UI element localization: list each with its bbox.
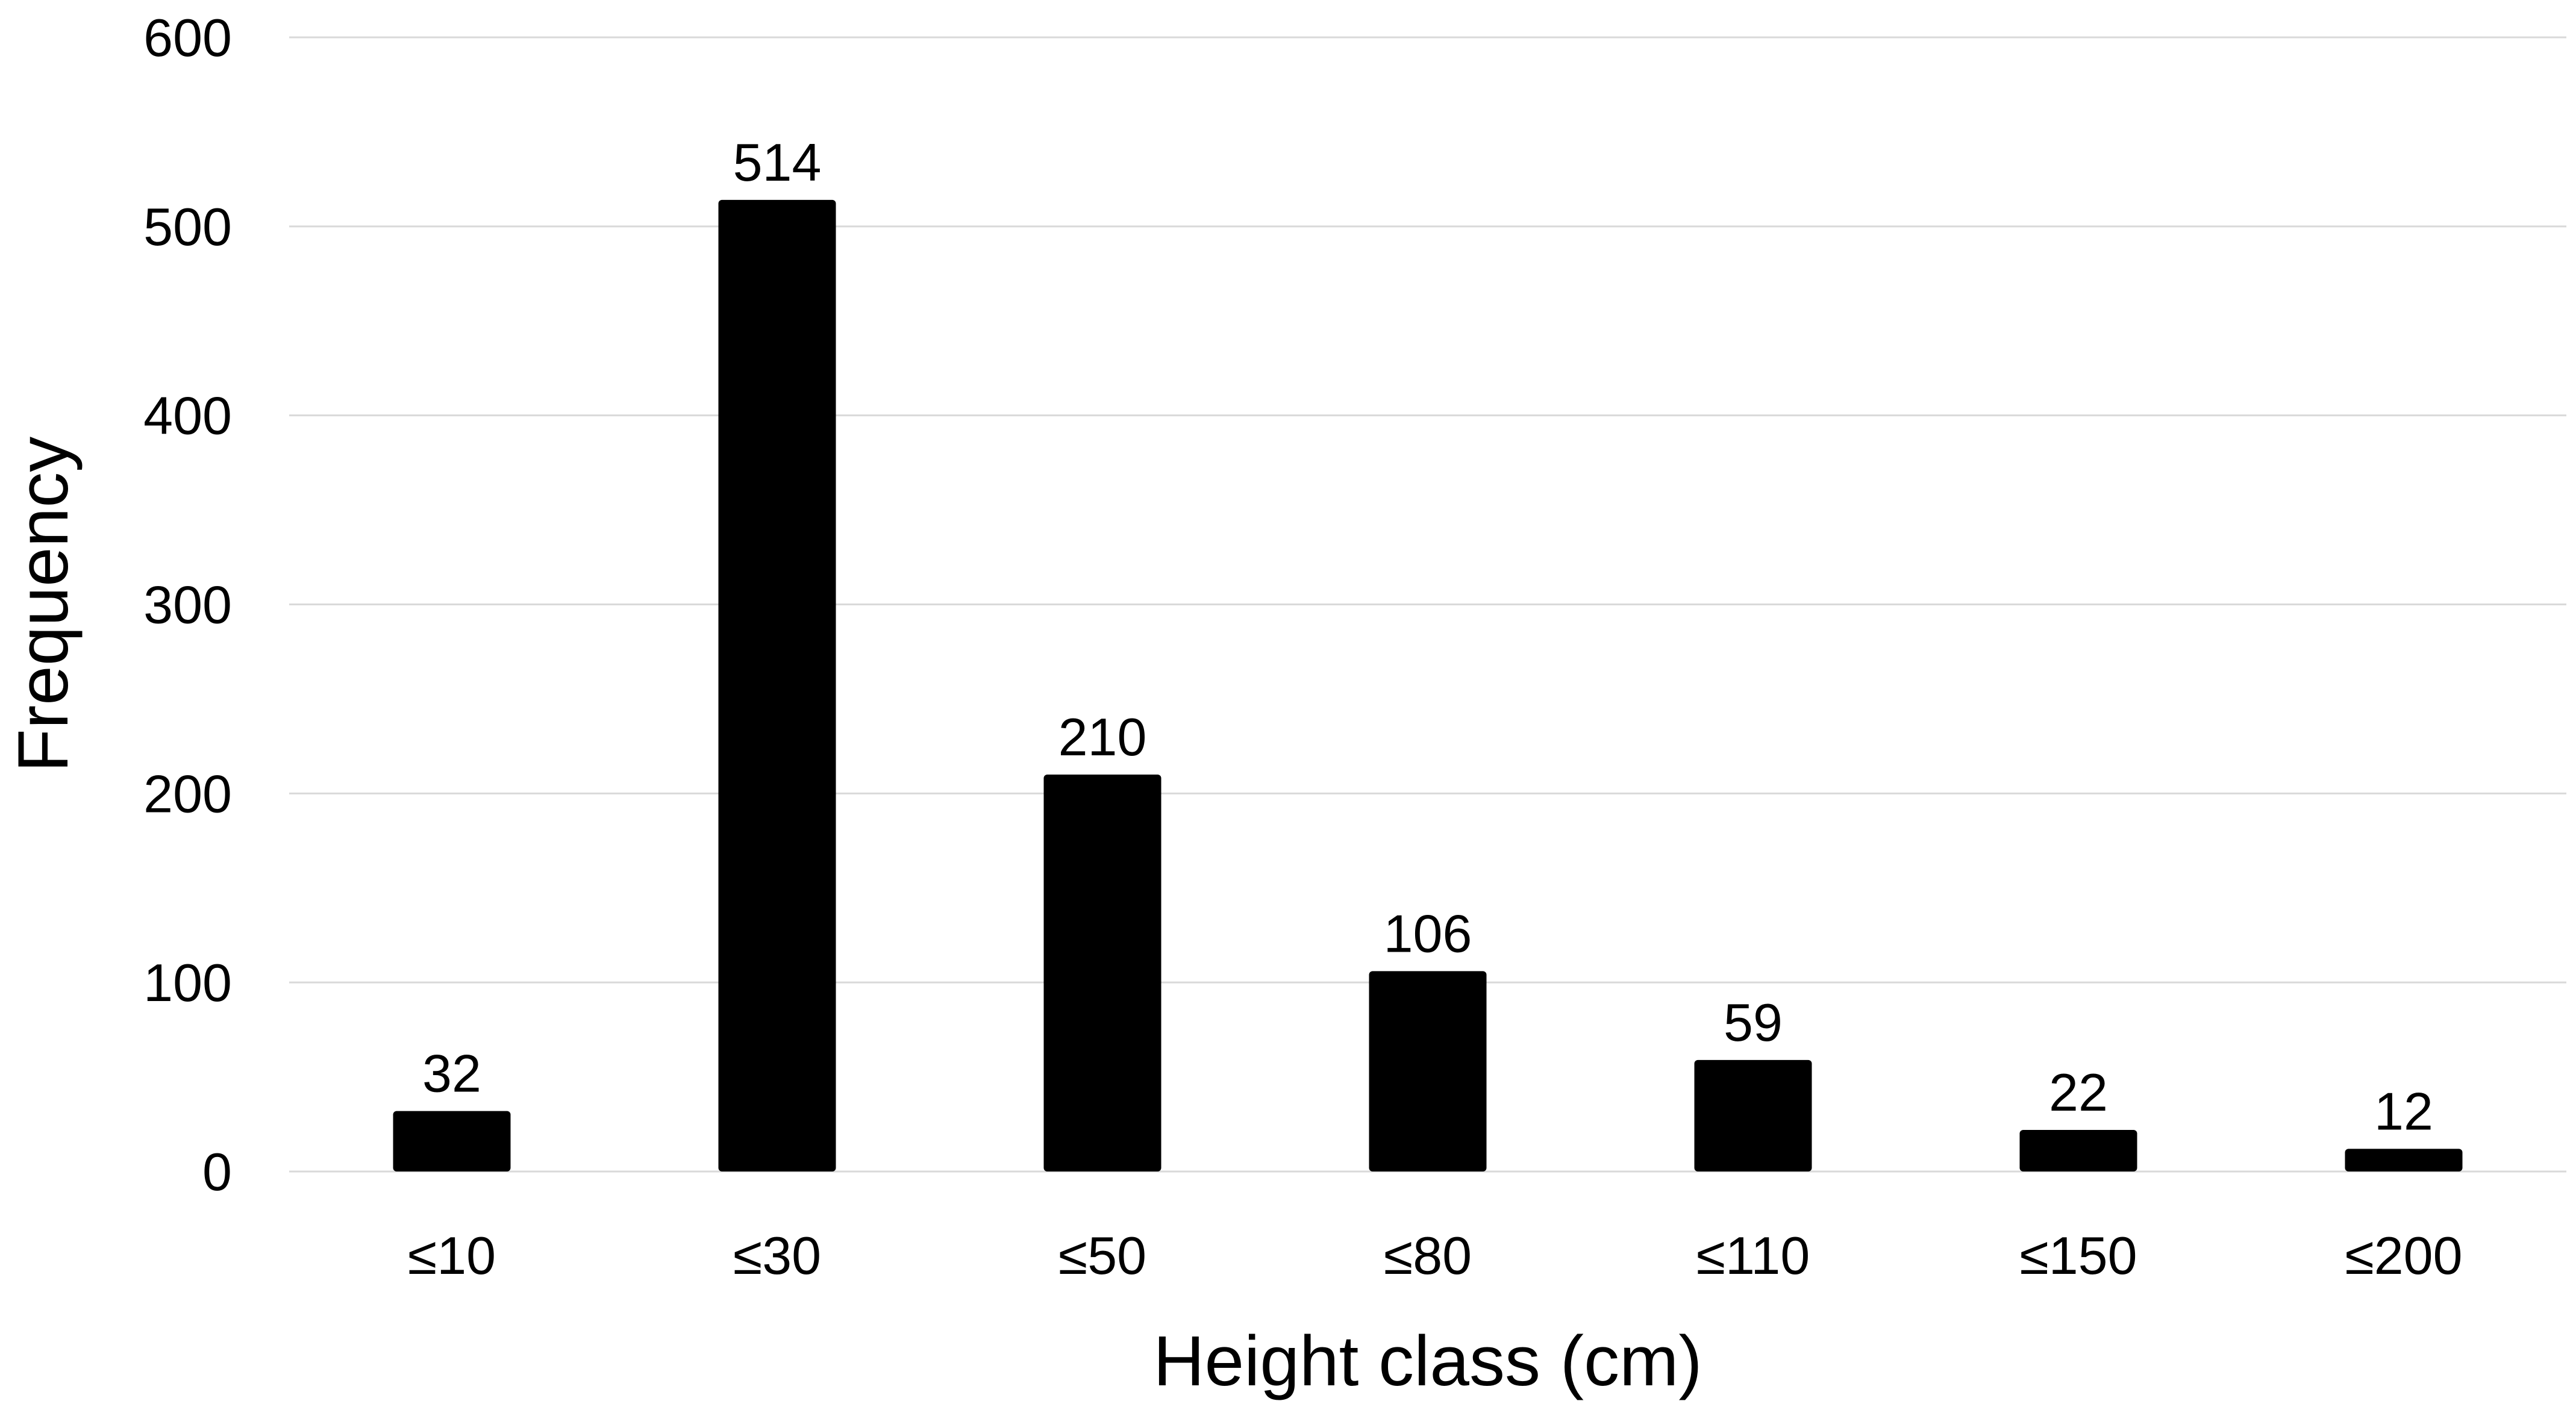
x-tick-label: ≤110 [1696, 1226, 1810, 1285]
x-tick-label: ≤50 [1058, 1226, 1146, 1285]
bar [2345, 1149, 2463, 1171]
gridlines [289, 36, 2566, 1173]
x-tick-label: ≤10 [408, 1226, 496, 1285]
bar-value-label: 106 [1384, 903, 1472, 963]
bar [2019, 1129, 2137, 1171]
x-axis-title: Height class (cm) [1153, 1321, 1702, 1401]
bar [1043, 774, 1161, 1171]
y-axis-title: Frequency [4, 437, 83, 773]
x-tick-label: ≤150 [2019, 1226, 2137, 1285]
bar [393, 1111, 511, 1171]
y-tick-label: 200 [143, 764, 232, 823]
bar-value-label: 12 [2374, 1081, 2433, 1141]
bar-value-label: 32 [422, 1044, 481, 1103]
y-tick-label: 0 [202, 1142, 232, 1202]
y-tick-label: 300 [143, 575, 232, 635]
y-tick-label: 400 [143, 386, 232, 446]
y-axis-ticks: 0 100 200 300 400 500 600 [143, 8, 232, 1202]
bar-value-label: 210 [1058, 707, 1147, 767]
y-tick-label: 100 [143, 953, 232, 1012]
x-tick-label: ≤80 [1384, 1226, 1472, 1285]
x-tick-label: ≤200 [2345, 1226, 2462, 1285]
bars [393, 199, 2463, 1171]
y-tick-label: 600 [143, 8, 232, 67]
bar [718, 199, 836, 1171]
bar-value-label: 59 [1724, 993, 1783, 1052]
bar [1369, 971, 1487, 1171]
data-labels: 32 514 210 106 59 22 12 [422, 133, 2433, 1141]
bar-value-label: 22 [2049, 1062, 2108, 1122]
bar-value-label: 514 [733, 133, 822, 192]
x-axis-ticks: ≤10 ≤30 ≤50 ≤80 ≤110 ≤150 ≤200 [408, 1226, 2463, 1285]
bar [1694, 1059, 1812, 1171]
y-tick-label: 500 [143, 197, 232, 257]
x-tick-label: ≤30 [733, 1226, 821, 1285]
